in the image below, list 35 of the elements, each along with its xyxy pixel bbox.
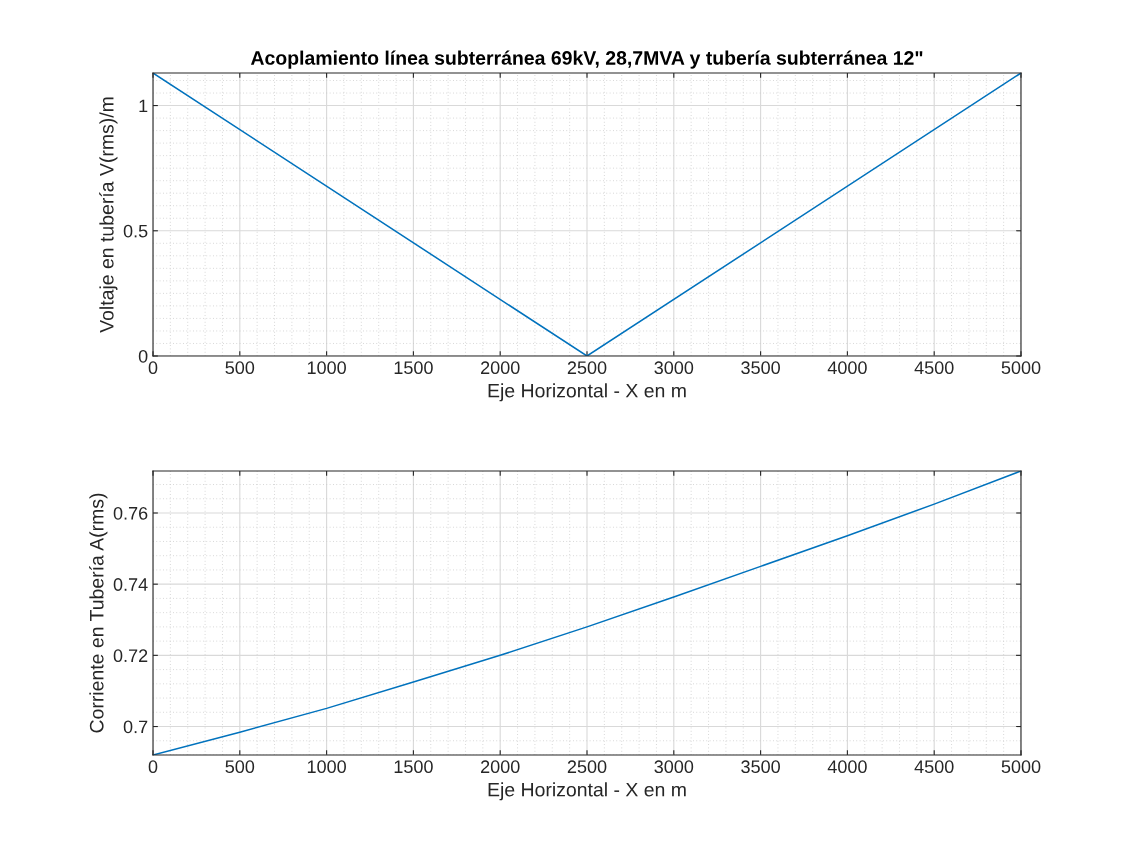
x-tick-label: 500 (225, 760, 255, 774)
y-tick-label: 0.76 (113, 506, 148, 520)
x-tick-label: 0 (148, 760, 158, 774)
x-tick-label: 5000 (1001, 361, 1041, 375)
y-axis-title: Corriente en Tubería A(rms) (89, 493, 108, 733)
y-axis-title: Voltaje en tubería V(rms)/m (99, 97, 118, 333)
x-tick-label: 2000 (481, 361, 520, 375)
x-tick-label: 3500 (741, 760, 780, 774)
x-axis-title: Eje Horizontal - X en m (488, 383, 686, 402)
y-tick-label: 1 (139, 99, 148, 113)
y-tick-label: 0.7 (123, 720, 148, 734)
x-tick-label: 4500 (914, 361, 954, 375)
x-tick-label: 4000 (827, 760, 867, 774)
y-tick-label: 0 (138, 349, 148, 363)
x-tick-label: 2500 (567, 760, 607, 774)
y-tick-label: 0.72 (113, 649, 148, 663)
y-tick-label: 0.5 (123, 224, 148, 238)
x-tick-label: 1500 (394, 361, 433, 375)
x-tick-label: 2000 (481, 760, 520, 774)
x-tick-label: 2500 (567, 361, 607, 375)
x-tick-label: 3000 (654, 760, 694, 774)
x-tick-label: 500 (225, 361, 255, 375)
y-tick-label: 0.74 (113, 578, 148, 591)
x-tick-label: 4500 (914, 760, 954, 774)
x-tick-label: 1500 (394, 760, 433, 774)
x-tick-label: 4000 (827, 361, 867, 375)
x-tick-label: 1000 (307, 361, 346, 375)
chart-title: Acoplamiento línea subterránea 69kV, 28,7MVA y tubería subterránea 12" (250, 50, 923, 69)
x-tick-label: 5000 (1001, 760, 1041, 774)
x-tick-label: 3500 (741, 361, 780, 375)
x-tick-label: 3000 (654, 361, 694, 375)
x-tick-label: 0 (148, 361, 158, 375)
x-tick-label: 1000 (307, 760, 346, 774)
x-axis-title: Eje Horizontal - X en m (488, 782, 686, 801)
line-series (153, 471, 1021, 755)
